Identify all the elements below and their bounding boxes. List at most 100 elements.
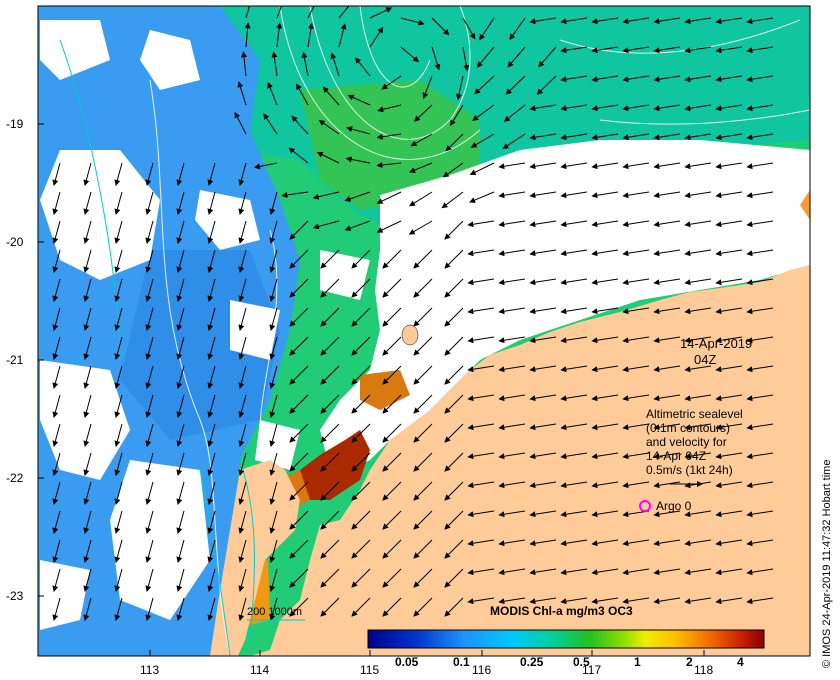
- velocity-arrow: [269, 452, 278, 476]
- velocity-arrow: [83, 452, 92, 476]
- velocity-arrow: [207, 481, 216, 505]
- legend-line: Altimetric sealevel: [646, 407, 743, 421]
- velocity-arrow: [320, 510, 340, 530]
- velocity-arrow: [312, 220, 340, 230]
- velocity-arrow: [591, 75, 619, 83]
- velocity-arrow: [715, 423, 743, 431]
- velocity-arrow: [267, 81, 278, 106]
- velocity-arrow: [382, 539, 402, 559]
- velocity-arrow: [498, 539, 526, 547]
- velocity-arrow: [382, 365, 402, 385]
- velocity-arrow: [560, 75, 588, 83]
- velocity-arrow: [684, 452, 712, 460]
- velocity-arrow: [83, 162, 92, 186]
- velocity-arrow: [207, 423, 216, 447]
- colorbar-label: 0.25: [520, 655, 544, 669]
- velocity-arrow: [351, 452, 371, 472]
- velocity-arrow: [622, 46, 650, 54]
- velocity-arrow: [498, 510, 526, 518]
- velocity-arrow: [145, 597, 154, 621]
- velocity-arrow: [715, 278, 743, 286]
- velocity-arrow: [529, 394, 557, 402]
- velocity-arrow: [52, 394, 61, 418]
- velocity-arrow: [176, 278, 185, 302]
- velocity-arrow: [207, 336, 216, 360]
- velocity-arrow: [622, 539, 650, 547]
- velocity-arrow: [114, 307, 123, 331]
- velocity-arrow: [444, 568, 464, 588]
- velocity-arrow: [207, 568, 216, 592]
- velocity-arrow: [269, 481, 278, 505]
- x-tick-label: 113: [140, 663, 159, 677]
- velocity-arrow: [351, 423, 371, 443]
- velocity-arrow: [444, 220, 464, 240]
- velocity-arrow: [479, 17, 495, 41]
- velocity-arrow: [467, 510, 495, 518]
- velocity-arrow: [469, 191, 495, 203]
- velocity-arrow: [52, 452, 61, 476]
- velocity-arrow: [376, 191, 402, 204]
- velocity-arrow: [408, 220, 433, 235]
- velocity-arrow: [354, 57, 371, 77]
- velocity-arrow: [472, 104, 495, 121]
- velocity-arrow: [560, 481, 588, 489]
- velocity-arrow: [269, 191, 278, 215]
- colorbar-label: 2: [686, 655, 693, 669]
- velocity-arrow: [591, 365, 619, 373]
- legend-line: and velocity for: [646, 435, 727, 449]
- velocity-arrow: [622, 365, 650, 373]
- velocity-arrow: [52, 510, 61, 534]
- velocity-arrow: [145, 162, 154, 186]
- velocity-arrow: [498, 307, 526, 315]
- velocity-arrow: [269, 597, 278, 621]
- velocity-arrow: [382, 510, 402, 530]
- velocity-arrow: [746, 46, 774, 54]
- velocity-arrow: [450, 104, 464, 127]
- velocity-arrow: [207, 452, 216, 476]
- velocity-arrow: [498, 568, 526, 576]
- velocity-arrow: [498, 394, 526, 402]
- velocity-arrow: [83, 394, 92, 418]
- velocity-arrow: [560, 191, 588, 199]
- velocity-arrow: [498, 597, 526, 605]
- map-frame: [37, 5, 811, 657]
- velocity-arrow: [653, 423, 681, 431]
- velocity-arrow: [320, 249, 340, 269]
- velocity-arrow: [529, 191, 557, 199]
- velocity-arrow: [83, 423, 92, 447]
- colorbar-label: 1: [634, 655, 641, 669]
- velocity-arrow: [145, 191, 154, 215]
- velocity-arrow: [622, 452, 650, 460]
- velocity-arrow: [320, 423, 340, 443]
- velocity-arrow: [269, 336, 278, 360]
- velocity-arrow: [529, 568, 557, 576]
- velocity-arrow: [715, 365, 743, 373]
- velocity-arrow: [320, 539, 340, 559]
- velocity-arrow: [591, 162, 619, 170]
- velocity-arrow: [715, 336, 743, 344]
- velocity-arrow: [83, 249, 92, 273]
- velocity-arrow: [351, 249, 371, 269]
- velocity-arrow: [238, 220, 247, 244]
- y-axis: -19 -20 -21 -22 -23: [6, 117, 44, 603]
- velocity-arrow: [176, 365, 185, 389]
- velocity-arrow: [653, 46, 681, 54]
- velocity-arrow: [176, 539, 185, 563]
- velocity-arrow: [653, 307, 681, 315]
- velocity-arrow: [346, 126, 371, 135]
- velocity-arrow: [307, 6, 315, 19]
- velocity-arrow: [467, 423, 495, 431]
- velocity-arrow: [622, 162, 650, 170]
- velocity-arrow: [536, 75, 557, 95]
- velocity-arrow: [653, 452, 681, 460]
- velocity-arrow: [622, 191, 650, 199]
- velocity-arrow: [529, 539, 557, 547]
- velocity-arrow: [382, 568, 402, 588]
- velocity-arrow: [715, 46, 743, 54]
- velocity-arrow: [529, 249, 557, 257]
- velocity-arrow: [52, 191, 61, 215]
- velocity-arrow: [238, 191, 247, 215]
- velocity-arrow: [560, 220, 588, 228]
- velocity-arrow: [444, 452, 464, 472]
